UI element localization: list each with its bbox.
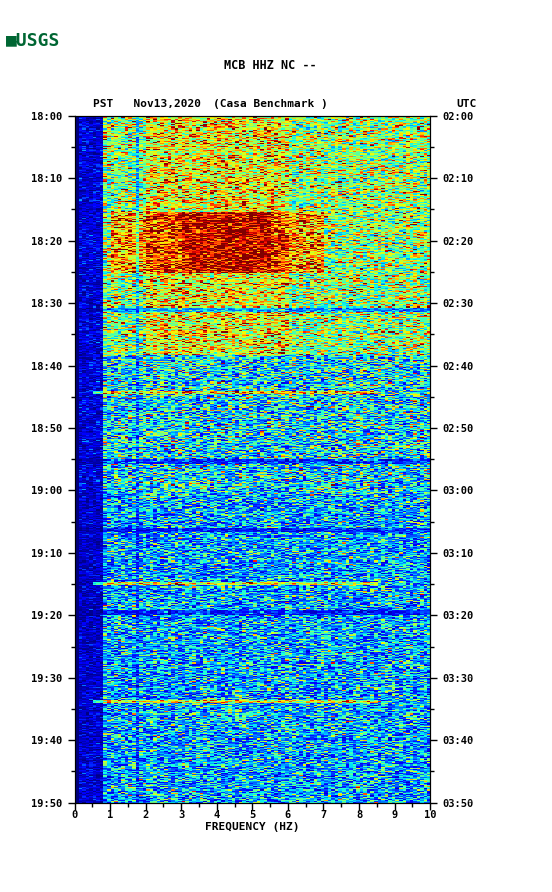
Text: 7: 7 <box>320 811 327 821</box>
Text: FREQUENCY (HZ): FREQUENCY (HZ) <box>205 822 300 832</box>
Text: ■USGS: ■USGS <box>6 31 60 49</box>
Text: 9: 9 <box>391 811 397 821</box>
Text: (Casa Benchmark ): (Casa Benchmark ) <box>213 99 328 109</box>
Text: PST   Nov13,2020: PST Nov13,2020 <box>93 99 201 109</box>
Text: 1: 1 <box>107 811 113 821</box>
Text: 6: 6 <box>285 811 291 821</box>
Text: 4: 4 <box>214 811 220 821</box>
Text: 5: 5 <box>249 811 256 821</box>
Text: 2: 2 <box>142 811 149 821</box>
Text: MCB HHZ NC --: MCB HHZ NC -- <box>224 59 317 72</box>
Text: 10: 10 <box>424 811 437 821</box>
Text: UTC: UTC <box>456 99 476 109</box>
Text: 8: 8 <box>356 811 362 821</box>
Text: 3: 3 <box>178 811 184 821</box>
Text: 0: 0 <box>71 811 78 821</box>
